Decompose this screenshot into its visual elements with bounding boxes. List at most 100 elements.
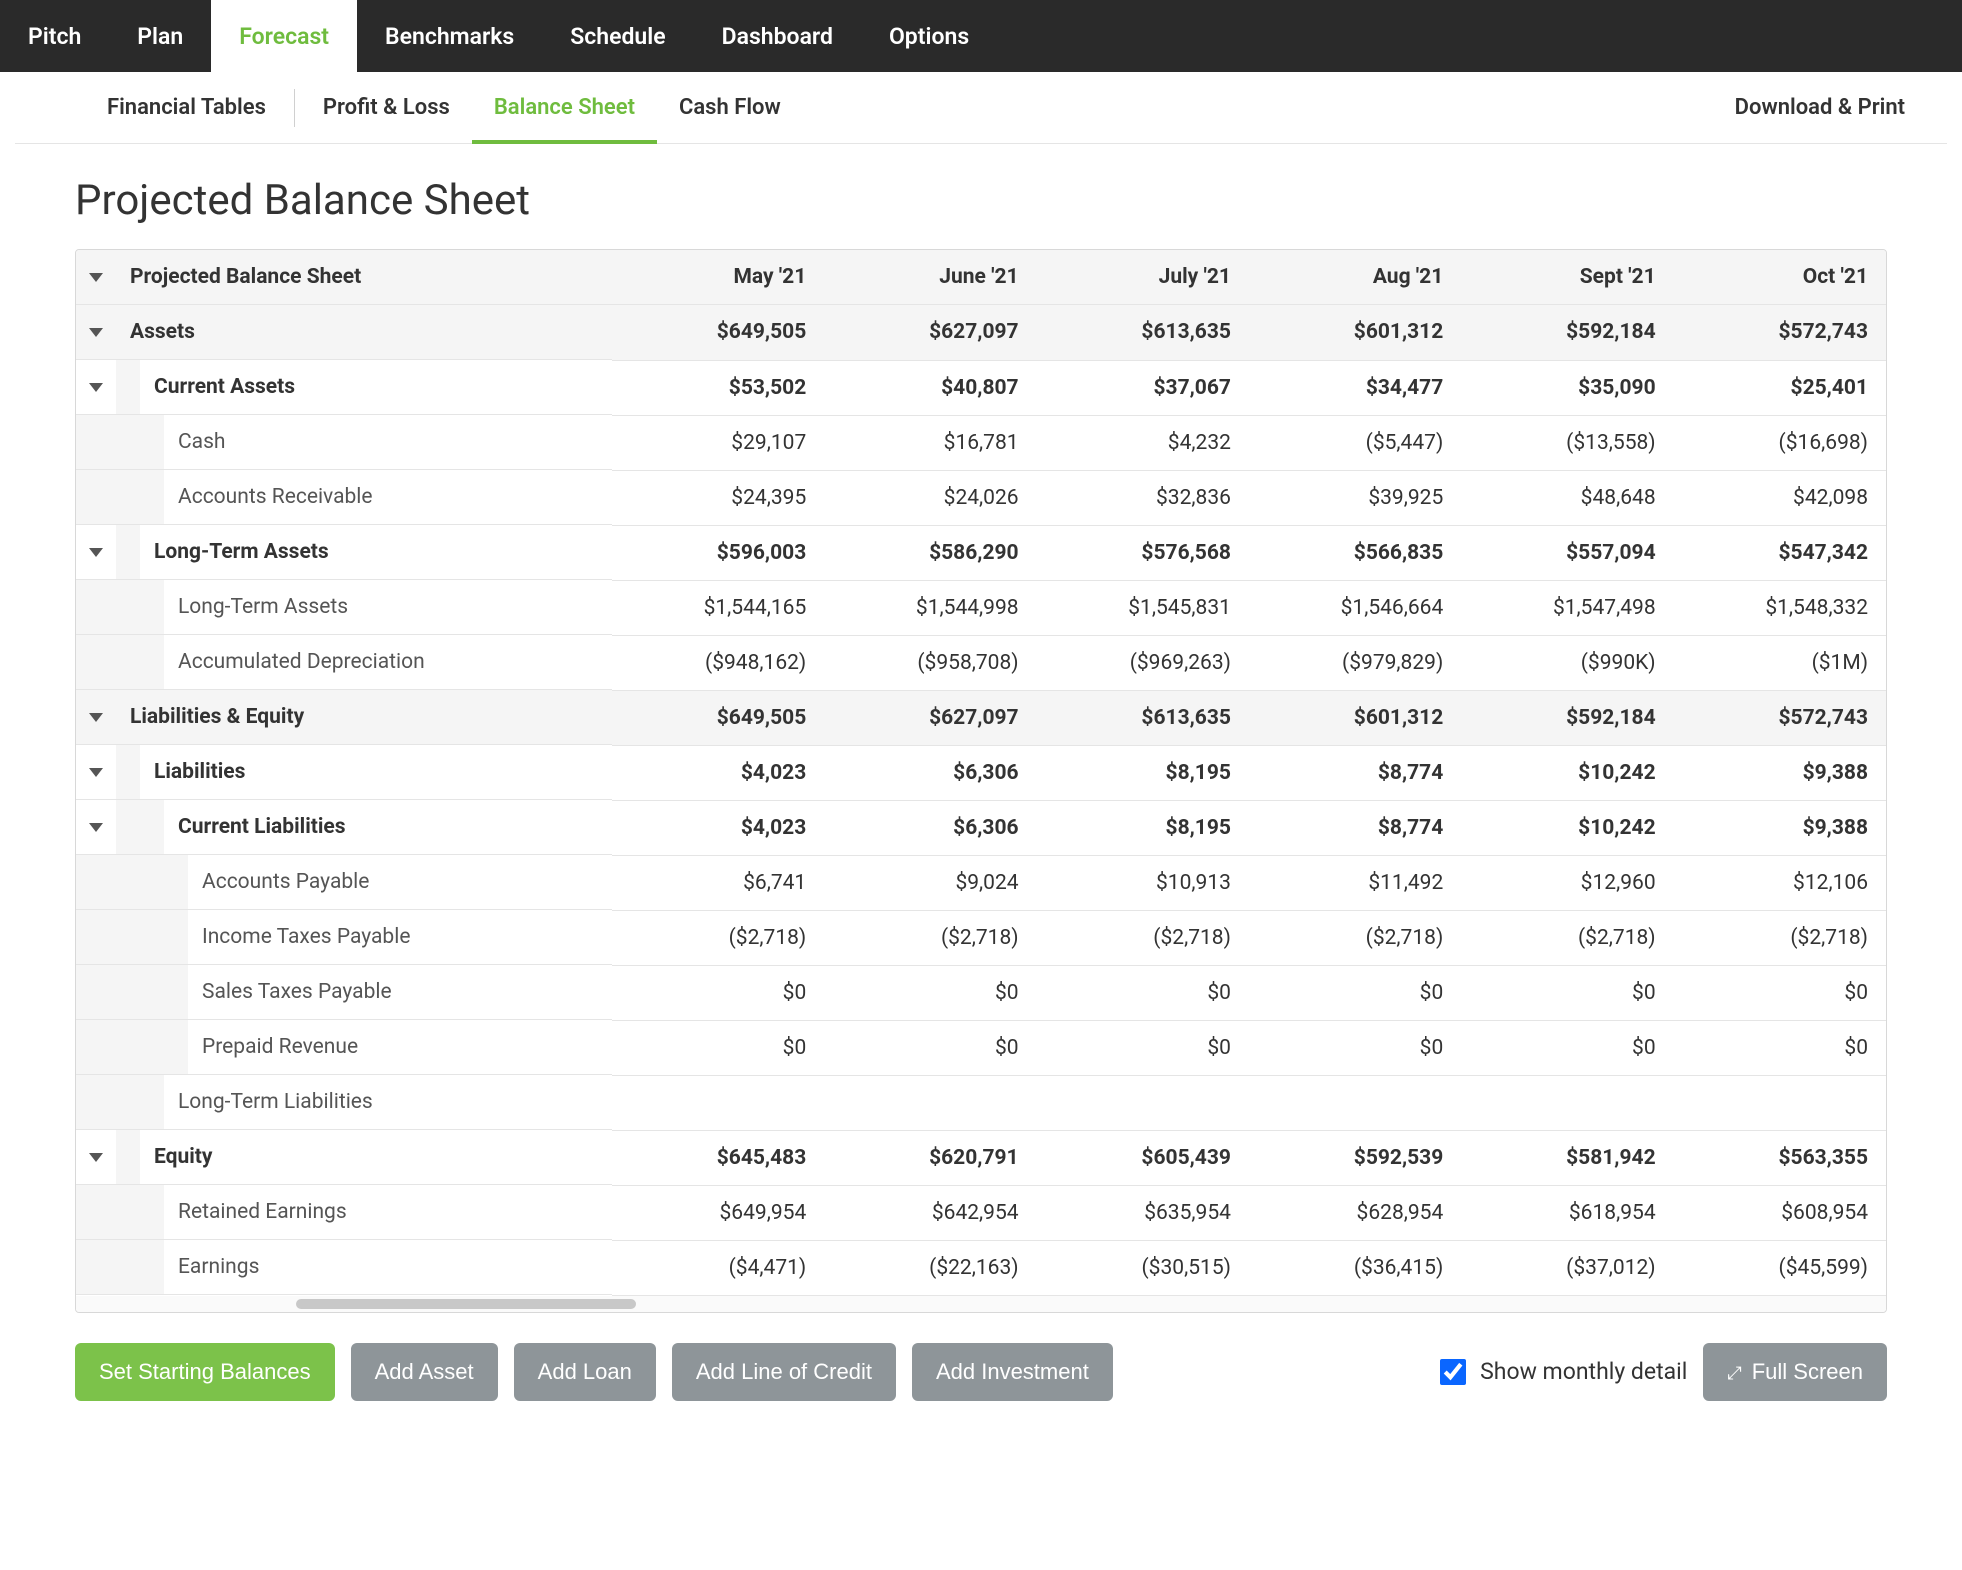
cell-value: $566,835 xyxy=(1249,525,1461,580)
column-header: May '21 xyxy=(612,250,824,305)
tab-schedule[interactable]: Schedule xyxy=(542,0,693,72)
cell-value: $0 xyxy=(1674,965,1886,1020)
add-asset-button[interactable]: Add Asset xyxy=(351,1343,498,1401)
tab-pitch[interactable]: Pitch xyxy=(0,0,109,72)
cell-value: $1,544,998 xyxy=(824,580,1036,635)
cell-value: $12,960 xyxy=(1461,855,1673,910)
cell-value: $32,836 xyxy=(1037,470,1249,525)
cell-value xyxy=(612,1075,824,1130)
subtab-balance-sheet[interactable]: Balance Sheet xyxy=(472,72,657,143)
chevron-down-icon[interactable] xyxy=(89,383,103,392)
row-label: Accounts Receivable xyxy=(164,485,373,509)
cell-value: $11,492 xyxy=(1249,855,1461,910)
expand-all-icon[interactable] xyxy=(89,273,103,282)
cell-value: $0 xyxy=(612,965,824,1020)
subtab-profit-loss[interactable]: Profit & Loss xyxy=(301,72,472,143)
subtab-cash-flow[interactable]: Cash Flow xyxy=(657,72,803,143)
cell-value: $1,544,165 xyxy=(612,580,824,635)
cell-value: $613,635 xyxy=(1037,690,1249,745)
table-title: Projected Balance Sheet xyxy=(116,265,361,289)
table-row: Liabilities & Equity$649,505$627,097$613… xyxy=(76,690,1886,745)
subtab-financial-tables[interactable]: Financial Tables xyxy=(85,72,288,143)
full-screen-button[interactable]: ⤢Full Screen xyxy=(1703,1343,1887,1401)
cell-value: $0 xyxy=(1461,965,1673,1020)
cell-value: $1,546,664 xyxy=(1249,580,1461,635)
tab-forecast[interactable]: Forecast xyxy=(211,0,357,72)
download-print-link[interactable]: Download & Print xyxy=(1713,72,1927,143)
tab-options[interactable]: Options xyxy=(861,0,997,72)
cell-value: $8,774 xyxy=(1249,800,1461,855)
cell-value xyxy=(1249,1075,1461,1130)
row-label: Assets xyxy=(116,320,195,344)
cell-value: ($2,718) xyxy=(1249,910,1461,965)
table-row: Current Liabilities$4,023$6,306$8,195$8,… xyxy=(76,800,1886,855)
add-loan-button[interactable]: Add Loan xyxy=(514,1343,656,1401)
table-row: Long-Term Assets$596,003$586,290$576,568… xyxy=(76,525,1886,580)
row-label: Long-Term Assets xyxy=(164,595,348,619)
cell-value: $642,954 xyxy=(824,1185,1036,1240)
scrollbar-thumb[interactable] xyxy=(296,1299,636,1309)
cell-value: $649,505 xyxy=(612,690,824,745)
cell-value: $42,098 xyxy=(1674,470,1886,525)
chevron-down-icon[interactable] xyxy=(89,713,103,722)
cell-value: $618,954 xyxy=(1461,1185,1673,1240)
cell-value: $37,067 xyxy=(1037,360,1249,415)
cell-value: $0 xyxy=(824,1020,1036,1075)
cell-value: $592,184 xyxy=(1461,305,1673,361)
nav-divider xyxy=(294,89,295,127)
cell-value: $645,483 xyxy=(612,1130,824,1185)
cell-value: $557,094 xyxy=(1461,525,1673,580)
row-label: Long-Term Assets xyxy=(140,540,329,564)
tab-plan[interactable]: Plan xyxy=(109,0,211,72)
row-label: Current Assets xyxy=(140,375,295,399)
table-row: Income Taxes Payable($2,718)($2,718)($2,… xyxy=(76,910,1886,965)
row-label: Cash xyxy=(164,430,226,454)
horizontal-scrollbar[interactable] xyxy=(76,1296,1886,1312)
cell-value: $0 xyxy=(1249,1020,1461,1075)
cell-value: ($990K) xyxy=(1461,635,1673,690)
row-label: Prepaid Revenue xyxy=(188,1035,358,1059)
cell-value: $1,545,831 xyxy=(1037,580,1249,635)
set-starting-balances-button[interactable]: Set Starting Balances xyxy=(75,1343,335,1401)
row-label: Retained Earnings xyxy=(164,1200,347,1224)
cell-value: $0 xyxy=(824,965,1036,1020)
chevron-down-icon[interactable] xyxy=(89,1153,103,1162)
cell-value: ($969,263) xyxy=(1037,635,1249,690)
tab-dashboard[interactable]: Dashboard xyxy=(694,0,861,72)
add-line-of-credit-button[interactable]: Add Line of Credit xyxy=(672,1343,896,1401)
chevron-down-icon[interactable] xyxy=(89,328,103,337)
add-investment-button[interactable]: Add Investment xyxy=(912,1343,1113,1401)
cell-value: ($2,718) xyxy=(1037,910,1249,965)
cell-value: $576,568 xyxy=(1037,525,1249,580)
chevron-down-icon[interactable] xyxy=(89,823,103,832)
cell-value: $9,024 xyxy=(824,855,1036,910)
cell-value: $0 xyxy=(1674,1020,1886,1075)
table-row: Cash$29,107$16,781$4,232($5,447)($13,558… xyxy=(76,415,1886,470)
show-monthly-checkbox[interactable] xyxy=(1440,1359,1466,1385)
cell-value: $48,648 xyxy=(1461,470,1673,525)
cell-value: $8,195 xyxy=(1037,745,1249,800)
row-label: Accumulated Depreciation xyxy=(164,650,425,674)
cell-value: $613,635 xyxy=(1037,305,1249,361)
column-header: July '21 xyxy=(1037,250,1249,305)
row-label: Income Taxes Payable xyxy=(188,925,410,949)
table-row: Long-Term Liabilities xyxy=(76,1075,1886,1130)
chevron-down-icon[interactable] xyxy=(89,768,103,777)
show-monthly-detail-toggle[interactable]: Show monthly detail xyxy=(1440,1358,1687,1385)
column-header: Sept '21 xyxy=(1461,250,1673,305)
tab-benchmarks[interactable]: Benchmarks xyxy=(357,0,542,72)
cell-value: $592,539 xyxy=(1249,1130,1461,1185)
top-nav: PitchPlanForecastBenchmarksScheduleDashb… xyxy=(0,0,1962,72)
cell-value: $649,954 xyxy=(612,1185,824,1240)
cell-value: $547,342 xyxy=(1674,525,1886,580)
cell-value: $563,355 xyxy=(1674,1130,1886,1185)
cell-value xyxy=(1674,1075,1886,1130)
chevron-down-icon[interactable] xyxy=(89,548,103,557)
cell-value: $0 xyxy=(1249,965,1461,1020)
cell-value: $649,505 xyxy=(612,305,824,361)
cell-value: ($948,162) xyxy=(612,635,824,690)
cell-value: ($2,718) xyxy=(824,910,1036,965)
table-row: Long-Term Assets$1,544,165$1,544,998$1,5… xyxy=(76,580,1886,635)
row-label: Long-Term Liabilities xyxy=(164,1090,373,1114)
cell-value: $6,741 xyxy=(612,855,824,910)
